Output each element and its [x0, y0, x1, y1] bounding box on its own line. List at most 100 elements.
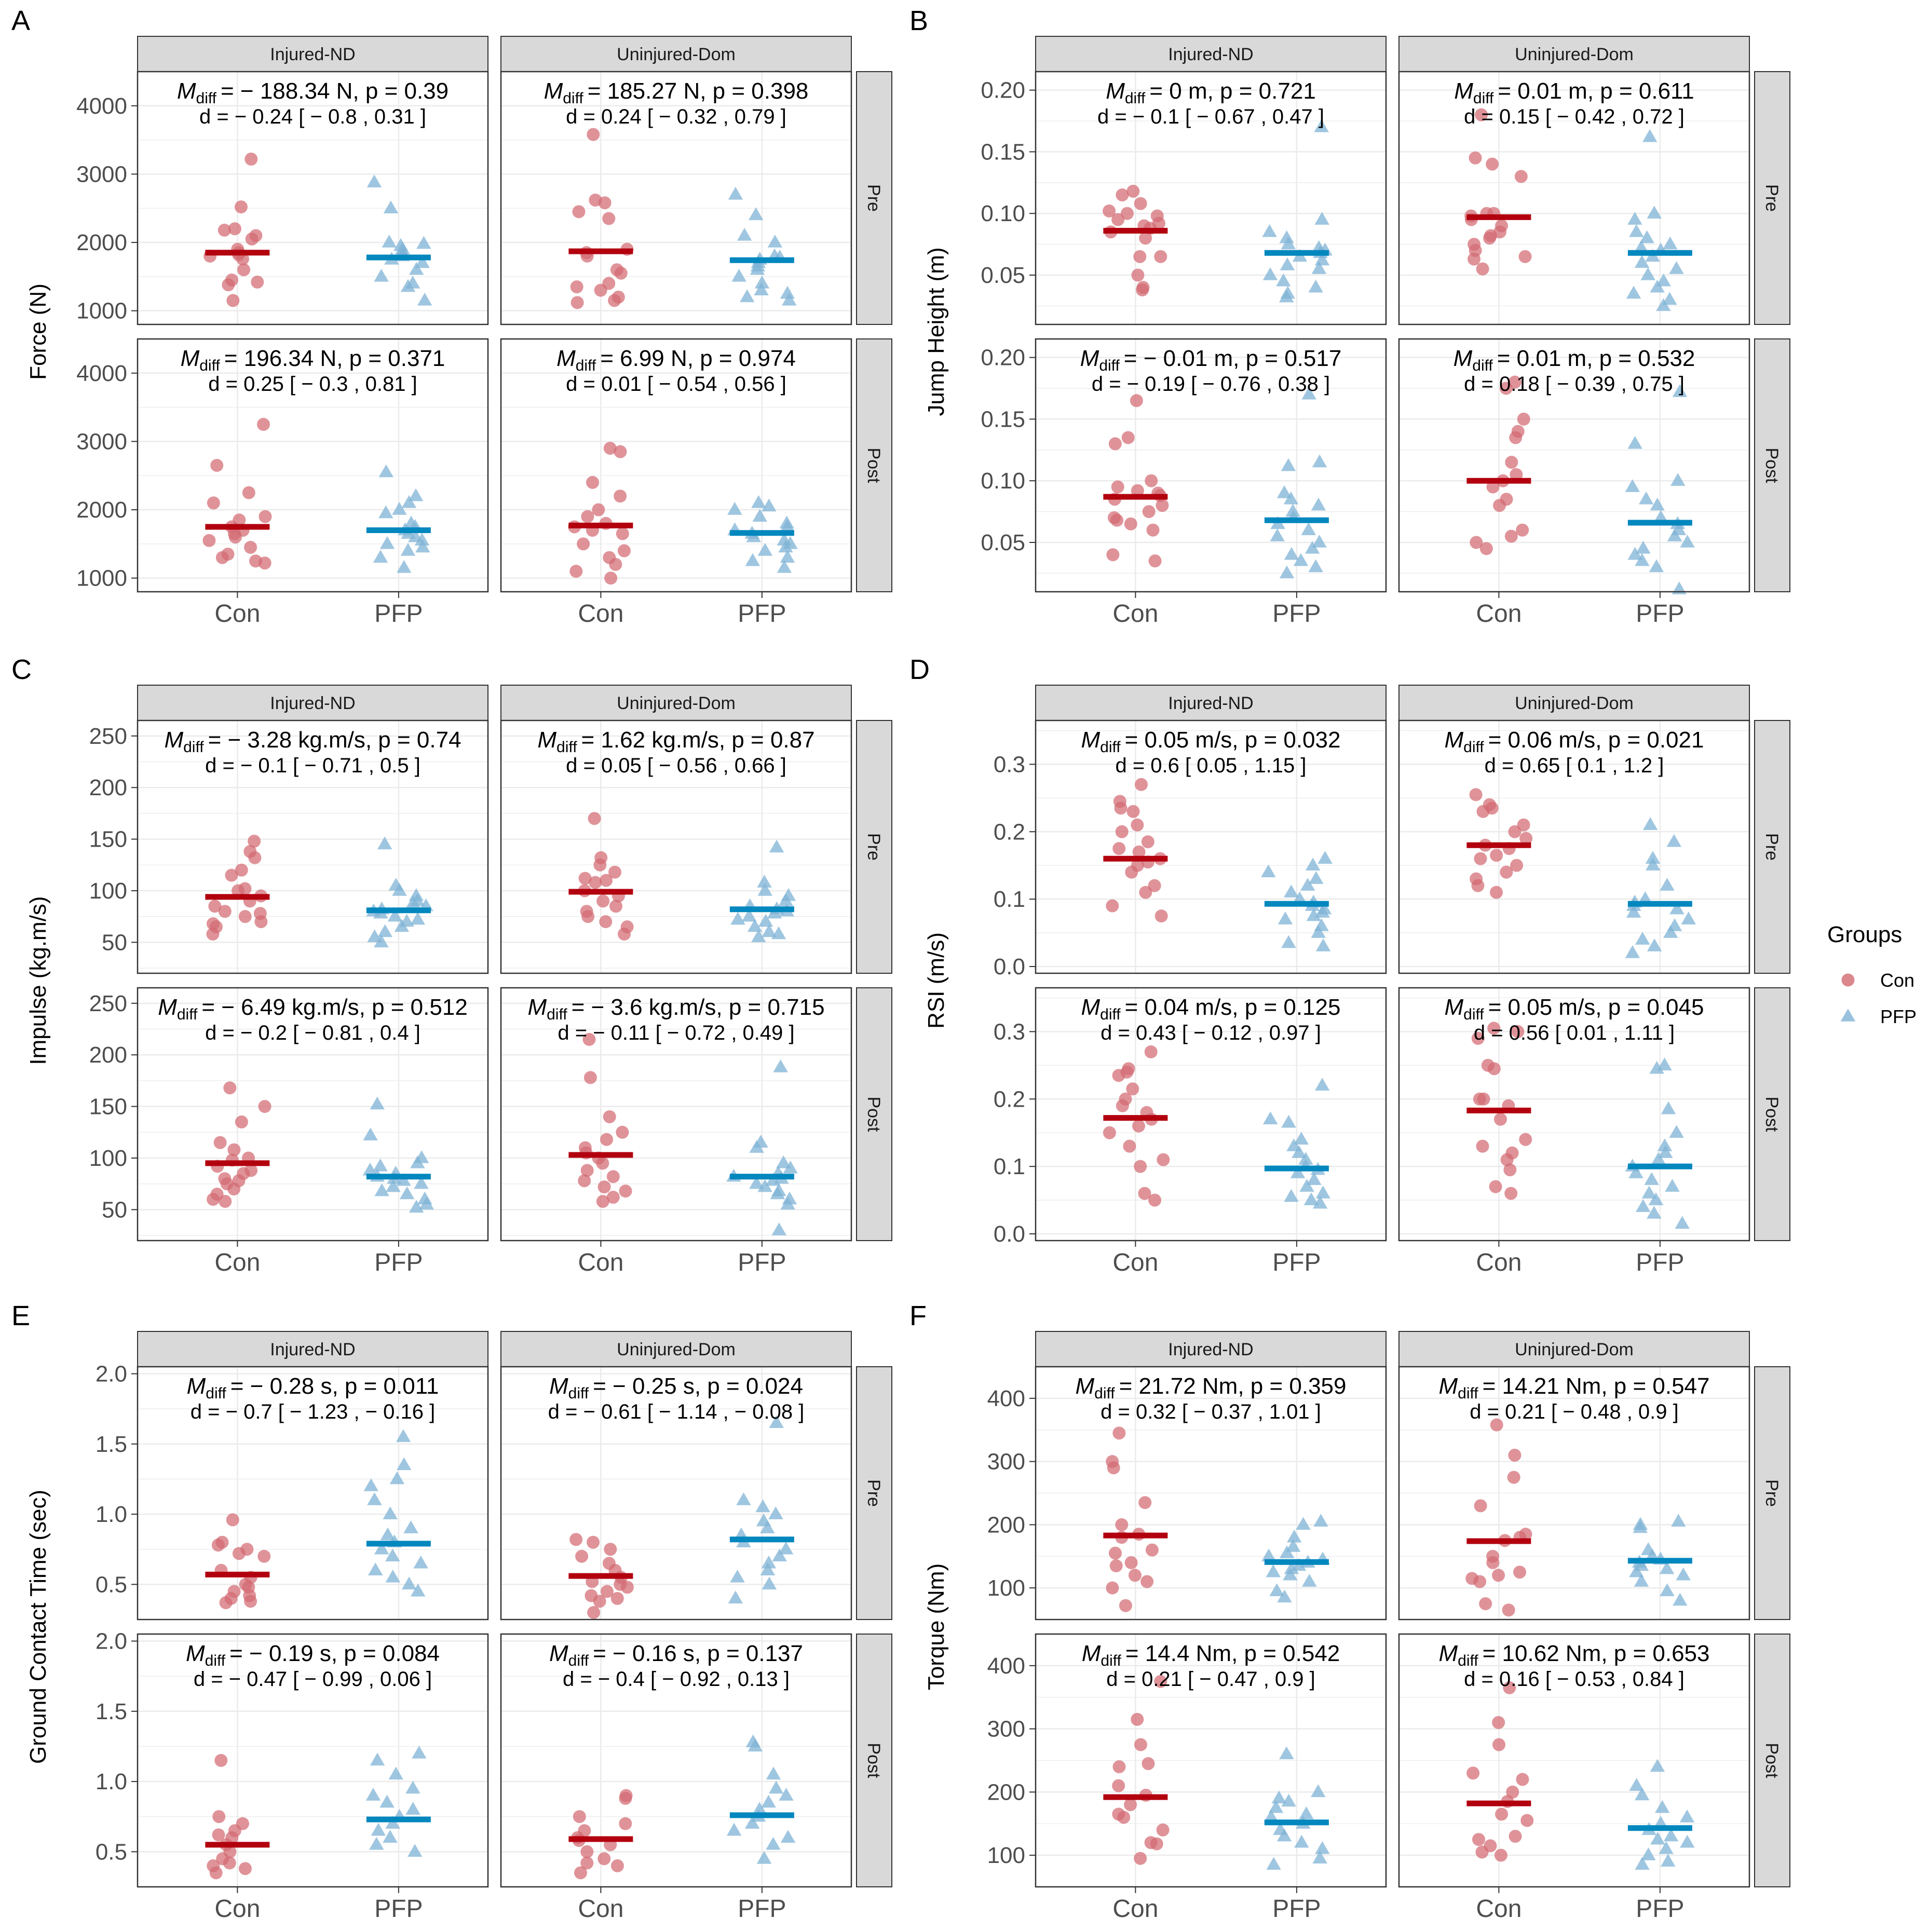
annotation-effect-size: d = − 0.7 [ − 1.23 , − 0.16 ]	[191, 1400, 435, 1423]
data-point-pfp	[1284, 547, 1299, 560]
data-point-pfp	[1627, 436, 1642, 449]
data-point-pfp	[1301, 522, 1316, 535]
y-axis-label: RSI (m/s)	[923, 932, 949, 1029]
data-point-con	[1490, 886, 1503, 899]
data-point-pfp	[410, 911, 426, 925]
data-point-con	[619, 1185, 632, 1198]
data-point-pfp	[403, 1520, 418, 1533]
data-point-pfp	[752, 509, 767, 522]
x-tick-label: Con	[1112, 600, 1158, 628]
y-tick-label: 50	[102, 930, 127, 955]
data-point-con	[212, 1810, 226, 1824]
data-point-pfp	[754, 282, 769, 295]
annotation-m-symbol: M	[181, 346, 200, 371]
y-tick-label: 1.0	[96, 1502, 127, 1527]
x-tick-label: Con	[1476, 1249, 1522, 1276]
data-point-pfp	[1281, 1114, 1296, 1128]
data-point-pfp	[405, 1780, 420, 1794]
annotation-diff-subscript: diff	[1458, 1652, 1478, 1669]
data-point-pfp	[1634, 255, 1650, 268]
data-point-pfp	[762, 1576, 777, 1590]
data-point-pfp	[397, 560, 412, 573]
y-tick-label: 0.1	[994, 887, 1025, 912]
x-tick-label: PFP	[374, 1249, 423, 1276]
data-point-pfp	[382, 235, 397, 248]
data-point-con	[1507, 1471, 1520, 1484]
data-point-con	[1511, 1025, 1525, 1038]
annotation-effect-size: d = − 0.24 [ − 0.8 , 0.31 ]	[199, 105, 426, 128]
facet-strip-row	[1754, 338, 1790, 592]
data-point-pfp	[1269, 1583, 1284, 1596]
annotation-diff-subscript: diff	[205, 1652, 226, 1669]
data-point-pfp	[1666, 834, 1682, 847]
data-point-con	[1126, 1082, 1139, 1096]
annotation-mdiff: Mdiff = 185.27 N, p = 0.398	[544, 78, 809, 107]
data-point-pfp	[1638, 891, 1653, 904]
data-point-con	[1494, 1848, 1507, 1862]
data-point-con	[226, 294, 240, 307]
annotation-mdiff: Mdiff = 0.06 m/s, p = 0.021	[1445, 727, 1704, 756]
data-point-pfp	[1292, 1145, 1307, 1158]
annotation-mdiff: Mdiff = 0.04 m/s, p = 0.125	[1081, 995, 1341, 1023]
facet-strip-col	[1398, 36, 1750, 72]
data-point-con	[1513, 1566, 1527, 1579]
annotation-mdiff: Mdiff = 0.05 m/s, p = 0.045	[1445, 995, 1704, 1023]
y-tick-label: 0.5	[96, 1572, 127, 1597]
annotation-mdiff-value: = 0.06 m/s, p = 0.021	[1488, 727, 1704, 753]
annotation-mdiff: Mdiff = − 0.01 m, p = 0.517	[1080, 346, 1342, 374]
data-point-con	[1479, 542, 1493, 555]
data-point-con	[578, 1174, 591, 1188]
legend-label: PFP	[1880, 1006, 1917, 1027]
data-point-con	[575, 1549, 589, 1563]
x-tick-label: PFP	[374, 600, 423, 628]
data-point-pfp	[1283, 1567, 1298, 1581]
panel-border	[500, 1633, 852, 1888]
data-point-con	[1134, 1160, 1147, 1173]
data-point-con	[223, 1081, 237, 1095]
data-point-pfp	[1629, 224, 1644, 237]
data-point-con	[251, 275, 264, 289]
data-point-con	[1490, 1418, 1503, 1432]
data-point-pfp	[1276, 1828, 1292, 1842]
data-point-pfp	[1268, 1800, 1284, 1813]
x-tick-label: PFP	[1636, 1249, 1684, 1276]
facet-panel: Mdiff = 1.62 kg.m/s, p = 0.87d = 0.05 [ −…	[500, 719, 852, 974]
data-point-pfp	[780, 519, 795, 532]
data-point-pfp	[1641, 1847, 1656, 1860]
data-point-pfp	[410, 1583, 426, 1597]
data-point-con	[1506, 1785, 1519, 1799]
annotation-effect-size: d = 0.15 [ − 0.42 , 0.72 ]	[1464, 105, 1685, 128]
data-point-pfp	[1284, 1189, 1299, 1202]
facet-label-col: Injured-ND	[1168, 1340, 1253, 1359]
data-point-pfp	[389, 1471, 405, 1485]
data-point-con	[1504, 1187, 1518, 1200]
data-point-con	[259, 510, 272, 523]
annotation-diff-subscript: diff	[1099, 357, 1120, 374]
x-tick-label: Con	[1476, 1895, 1522, 1923]
annotation-mdiff-value: = 14.4 Nm, p = 0.542	[1125, 1641, 1340, 1666]
data-point-con	[1508, 1448, 1522, 1462]
data-point-pfp	[757, 1179, 772, 1192]
data-point-pfp	[1312, 1195, 1328, 1209]
data-point-con	[234, 200, 248, 214]
y-tick-label: 100	[89, 878, 127, 904]
annotation-mdiff: Mdiff = 0 m, p = 0.721	[1106, 78, 1316, 107]
y-tick-label: 0.2	[994, 819, 1025, 845]
data-point-pfp	[1315, 1186, 1330, 1199]
panel-border	[500, 987, 852, 1242]
data-point-con	[1492, 1716, 1505, 1729]
data-point-con	[1493, 499, 1506, 512]
data-point-con	[620, 1581, 634, 1594]
panel-letter: D	[909, 654, 930, 685]
data-point-pfp	[1670, 473, 1686, 486]
facet-strip-col	[1398, 1331, 1750, 1367]
data-point-pfp	[769, 839, 784, 853]
data-point-pfp	[385, 1548, 400, 1561]
annotation-mdiff: Mdiff = − 188.34 N, p = 0.39	[177, 78, 449, 107]
annotation-mdiff: Mdiff = 21.72 Nm, p = 0.359	[1076, 1373, 1347, 1402]
annotation-effect-size: d = 0.16 [ − 0.53 , 0.84 ]	[1464, 1668, 1685, 1691]
data-point-con	[1503, 1163, 1517, 1177]
